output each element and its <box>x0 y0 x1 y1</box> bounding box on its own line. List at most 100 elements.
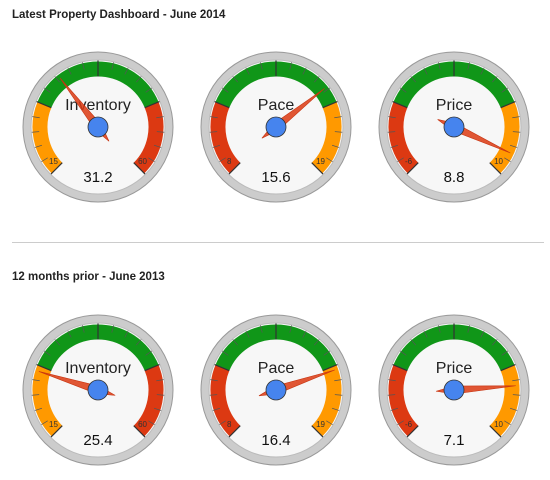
gauge-hub <box>443 379 465 401</box>
gauge-minor-tick <box>219 157 226 163</box>
gauge-svg: Pace 8 19 15.6 <box>200 51 352 203</box>
gauge-major-tick <box>322 363 338 372</box>
gauge-minor-tick <box>32 116 40 119</box>
price-gauge-2013: Price -6 10 7.1 <box>377 313 531 467</box>
gauge-minor-tick <box>245 67 250 75</box>
gauge-minor-tick <box>210 379 218 382</box>
gauge-minor-tick <box>289 62 292 70</box>
gauge-svg: Price -6 10 8.8 <box>378 51 530 203</box>
gauge-band-right <box>311 364 342 437</box>
gauge-minor-tick <box>124 330 129 338</box>
gauge-minor-tick <box>111 325 114 333</box>
gauge-minor-tick <box>334 394 343 396</box>
gauge-minor-tick <box>326 157 333 163</box>
gauge-band-left <box>32 364 63 437</box>
gauge-major-tick <box>133 162 146 175</box>
gauge-minor-tick <box>54 339 60 346</box>
gauge-minor-tick <box>209 131 218 133</box>
gauge-minor-tick <box>289 325 292 333</box>
gauge-minor-tick <box>148 157 155 163</box>
gauge-minor-tick <box>397 420 404 426</box>
gauge-min-label: 8 <box>227 420 232 429</box>
gauge-svg: Inventory 15 60 25.4 <box>22 314 174 466</box>
gauge-value: 8.8 <box>444 169 465 186</box>
gauge-minor-tick <box>387 131 396 133</box>
gauge-label: Pace <box>258 360 295 377</box>
gauge-minor-tick <box>423 67 428 75</box>
gauge-band-left <box>388 101 419 174</box>
gauge-major-tick <box>392 100 408 109</box>
gauge-minor-tick <box>334 131 343 133</box>
gauge-minor-tick <box>34 144 42 148</box>
gauge-minor-tick <box>504 420 511 426</box>
gauge-minor-tick <box>504 157 511 163</box>
gauge-minor-tick <box>212 407 220 411</box>
gauge-minor-tick <box>501 87 509 93</box>
gauge-minor-tick <box>512 394 521 396</box>
gauge-minor-tick <box>156 131 165 133</box>
gauge-minor-tick <box>302 67 307 75</box>
gauge-minor-tick <box>156 116 164 119</box>
gauge-minor-tick <box>41 157 48 163</box>
gauge-minor-tick <box>260 62 263 70</box>
gauge-minor-tick <box>334 116 342 119</box>
gauge-min-label: -6 <box>405 420 413 429</box>
gauge-minor-tick <box>438 62 441 70</box>
pace-gauge-2014: Pace 8 19 15.6 <box>199 50 353 204</box>
gauge-minor-tick <box>260 325 263 333</box>
gauge-minor-tick <box>145 350 153 356</box>
gauge-hub <box>87 379 109 401</box>
gauge-max-label: 19 <box>316 157 325 166</box>
gauge-minor-tick <box>326 420 333 426</box>
gauge-svg: Pace 8 19 16.4 <box>200 314 352 466</box>
gauge-svg: Price -6 10 7.1 <box>378 314 530 466</box>
gauge-minor-tick <box>512 379 520 382</box>
gauge-minor-tick <box>154 144 162 148</box>
gauge-minor-tick <box>512 116 520 119</box>
gauge-minor-tick <box>209 394 218 396</box>
gauge-min-label: 15 <box>49 157 58 166</box>
inventory-gauge-2013: Inventory 15 60 25.4 <box>21 313 175 467</box>
gauge-major-tick <box>311 425 324 438</box>
gauge-label: Price <box>436 360 473 377</box>
gauge-minor-tick <box>156 394 165 396</box>
pace-gauge-2013: Pace 8 19 16.4 <box>199 313 353 467</box>
gauge-max-label: 60 <box>138 157 147 166</box>
dashboard-title-prior-year: 12 months prior - June 2013 <box>12 271 165 283</box>
gauge-value: 31.2 <box>83 169 112 186</box>
gauge-minor-tick <box>332 407 340 411</box>
gauge-major-tick <box>214 363 230 372</box>
gauge-minor-tick <box>32 379 40 382</box>
gauge-minor-tick <box>388 379 396 382</box>
gauge-minor-tick <box>82 62 85 70</box>
gauge-minor-tick <box>67 330 72 338</box>
gauge-minor-tick <box>302 330 307 338</box>
gauge-major-tick <box>406 425 419 438</box>
gauge-band-left <box>388 364 419 437</box>
gauge-minor-tick <box>136 76 142 83</box>
gauge-band-left <box>210 364 241 437</box>
gauge-major-tick <box>36 363 52 372</box>
gauge-major-tick <box>489 162 502 175</box>
gauge-minor-tick <box>34 407 42 411</box>
gauge-minor-tick <box>43 87 51 93</box>
gauge-label: Price <box>436 97 473 114</box>
gauge-minor-tick <box>148 420 155 426</box>
gauge-minor-tick <box>423 330 428 338</box>
gauge-minor-tick <box>154 407 162 411</box>
gauge-minor-tick <box>82 325 85 333</box>
gauge-minor-tick <box>397 157 404 163</box>
gauge-minor-tick <box>54 76 60 83</box>
price-gauge-2014: Price -6 10 8.8 <box>377 50 531 204</box>
gauge-major-tick <box>392 363 408 372</box>
gauge-minor-tick <box>410 76 416 83</box>
gauge-hub <box>443 116 465 138</box>
gauge-minor-tick <box>43 350 51 356</box>
gauge-minor-tick <box>111 62 114 70</box>
gauge-max-label: 19 <box>316 420 325 429</box>
gauge-major-tick <box>228 425 241 438</box>
gauge-value: 15.6 <box>261 169 290 186</box>
gauge-min-label: 8 <box>227 157 232 166</box>
gauge-major-tick <box>50 425 63 438</box>
